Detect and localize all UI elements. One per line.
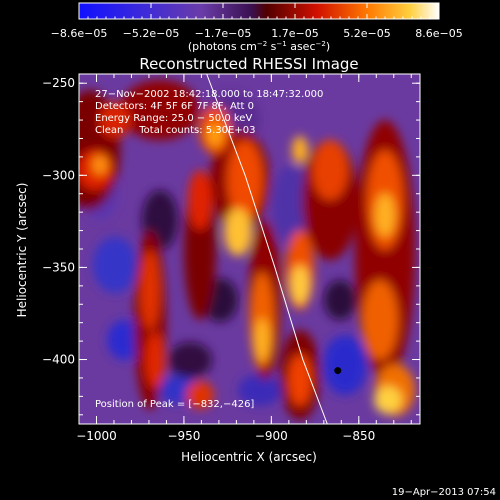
annotation-energy-range: Energy Range: 25.0 − 50.0 keV	[95, 113, 252, 124]
colorbar-tick-label: 5.2e−05	[343, 27, 390, 40]
heatmap-area	[79, 74, 420, 424]
chart-title: Reconstructed RHESSI Image	[139, 55, 358, 73]
peak-marker	[334, 367, 342, 375]
colorbar-unit-label: (photons cm−2 s−1 asec−2)	[188, 40, 330, 53]
x-tick-label: −950	[167, 429, 200, 443]
y-tick-label: −250	[42, 76, 75, 90]
x-tick-label: −1000	[76, 429, 117, 443]
y-tick-label: −300	[42, 168, 75, 182]
colorbar-tick-label: −8.6e−05	[51, 27, 108, 40]
x-tick-label: −900	[255, 429, 288, 443]
y-tick-label: −350	[42, 260, 75, 274]
colorbar-tick-labels: −8.6e−05 −5.2e−05 −1.7e−05 1.7e−05 5.2e−05 8.…	[51, 27, 463, 40]
x-tick-labels: −1000 −950 −900 −850	[76, 429, 375, 443]
annotation-clean-counts: Clean Total counts: 5.30E+03	[95, 125, 255, 136]
x-tick-label: −850	[342, 429, 375, 443]
annotation-detectors: Detectors: 4F 5F 6F 7F 8F, Att 0	[95, 101, 254, 112]
colorbar-tick-label: 1.7e−05	[271, 27, 318, 40]
solar-limb-curve	[206, 74, 328, 424]
colorbar-tick-label: −5.2e−05	[123, 27, 180, 40]
x-axis-label: Heliocentric X (arcsec)	[181, 450, 317, 464]
timestamp: 19−Apr−2013 07:54	[392, 487, 496, 498]
colorbar-tick-label: −1.7e−05	[195, 27, 252, 40]
annotation-time-range: 27−Nov−2002 18:42:18.000 to 18:47:32.000	[95, 89, 323, 100]
y-tick-label: −400	[42, 353, 75, 367]
axis-ticks	[78, 74, 420, 424]
peak-position-label: Position of Peak = [−832,−426]	[95, 399, 254, 410]
colorbar-tick-label: 8.6e−05	[415, 27, 462, 40]
y-tick-labels: −250 −300 −350 −400	[42, 76, 75, 366]
colorbar-ticks	[78, 3, 440, 19]
y-axis-label: Heliocentric Y (arcsec)	[15, 183, 29, 318]
